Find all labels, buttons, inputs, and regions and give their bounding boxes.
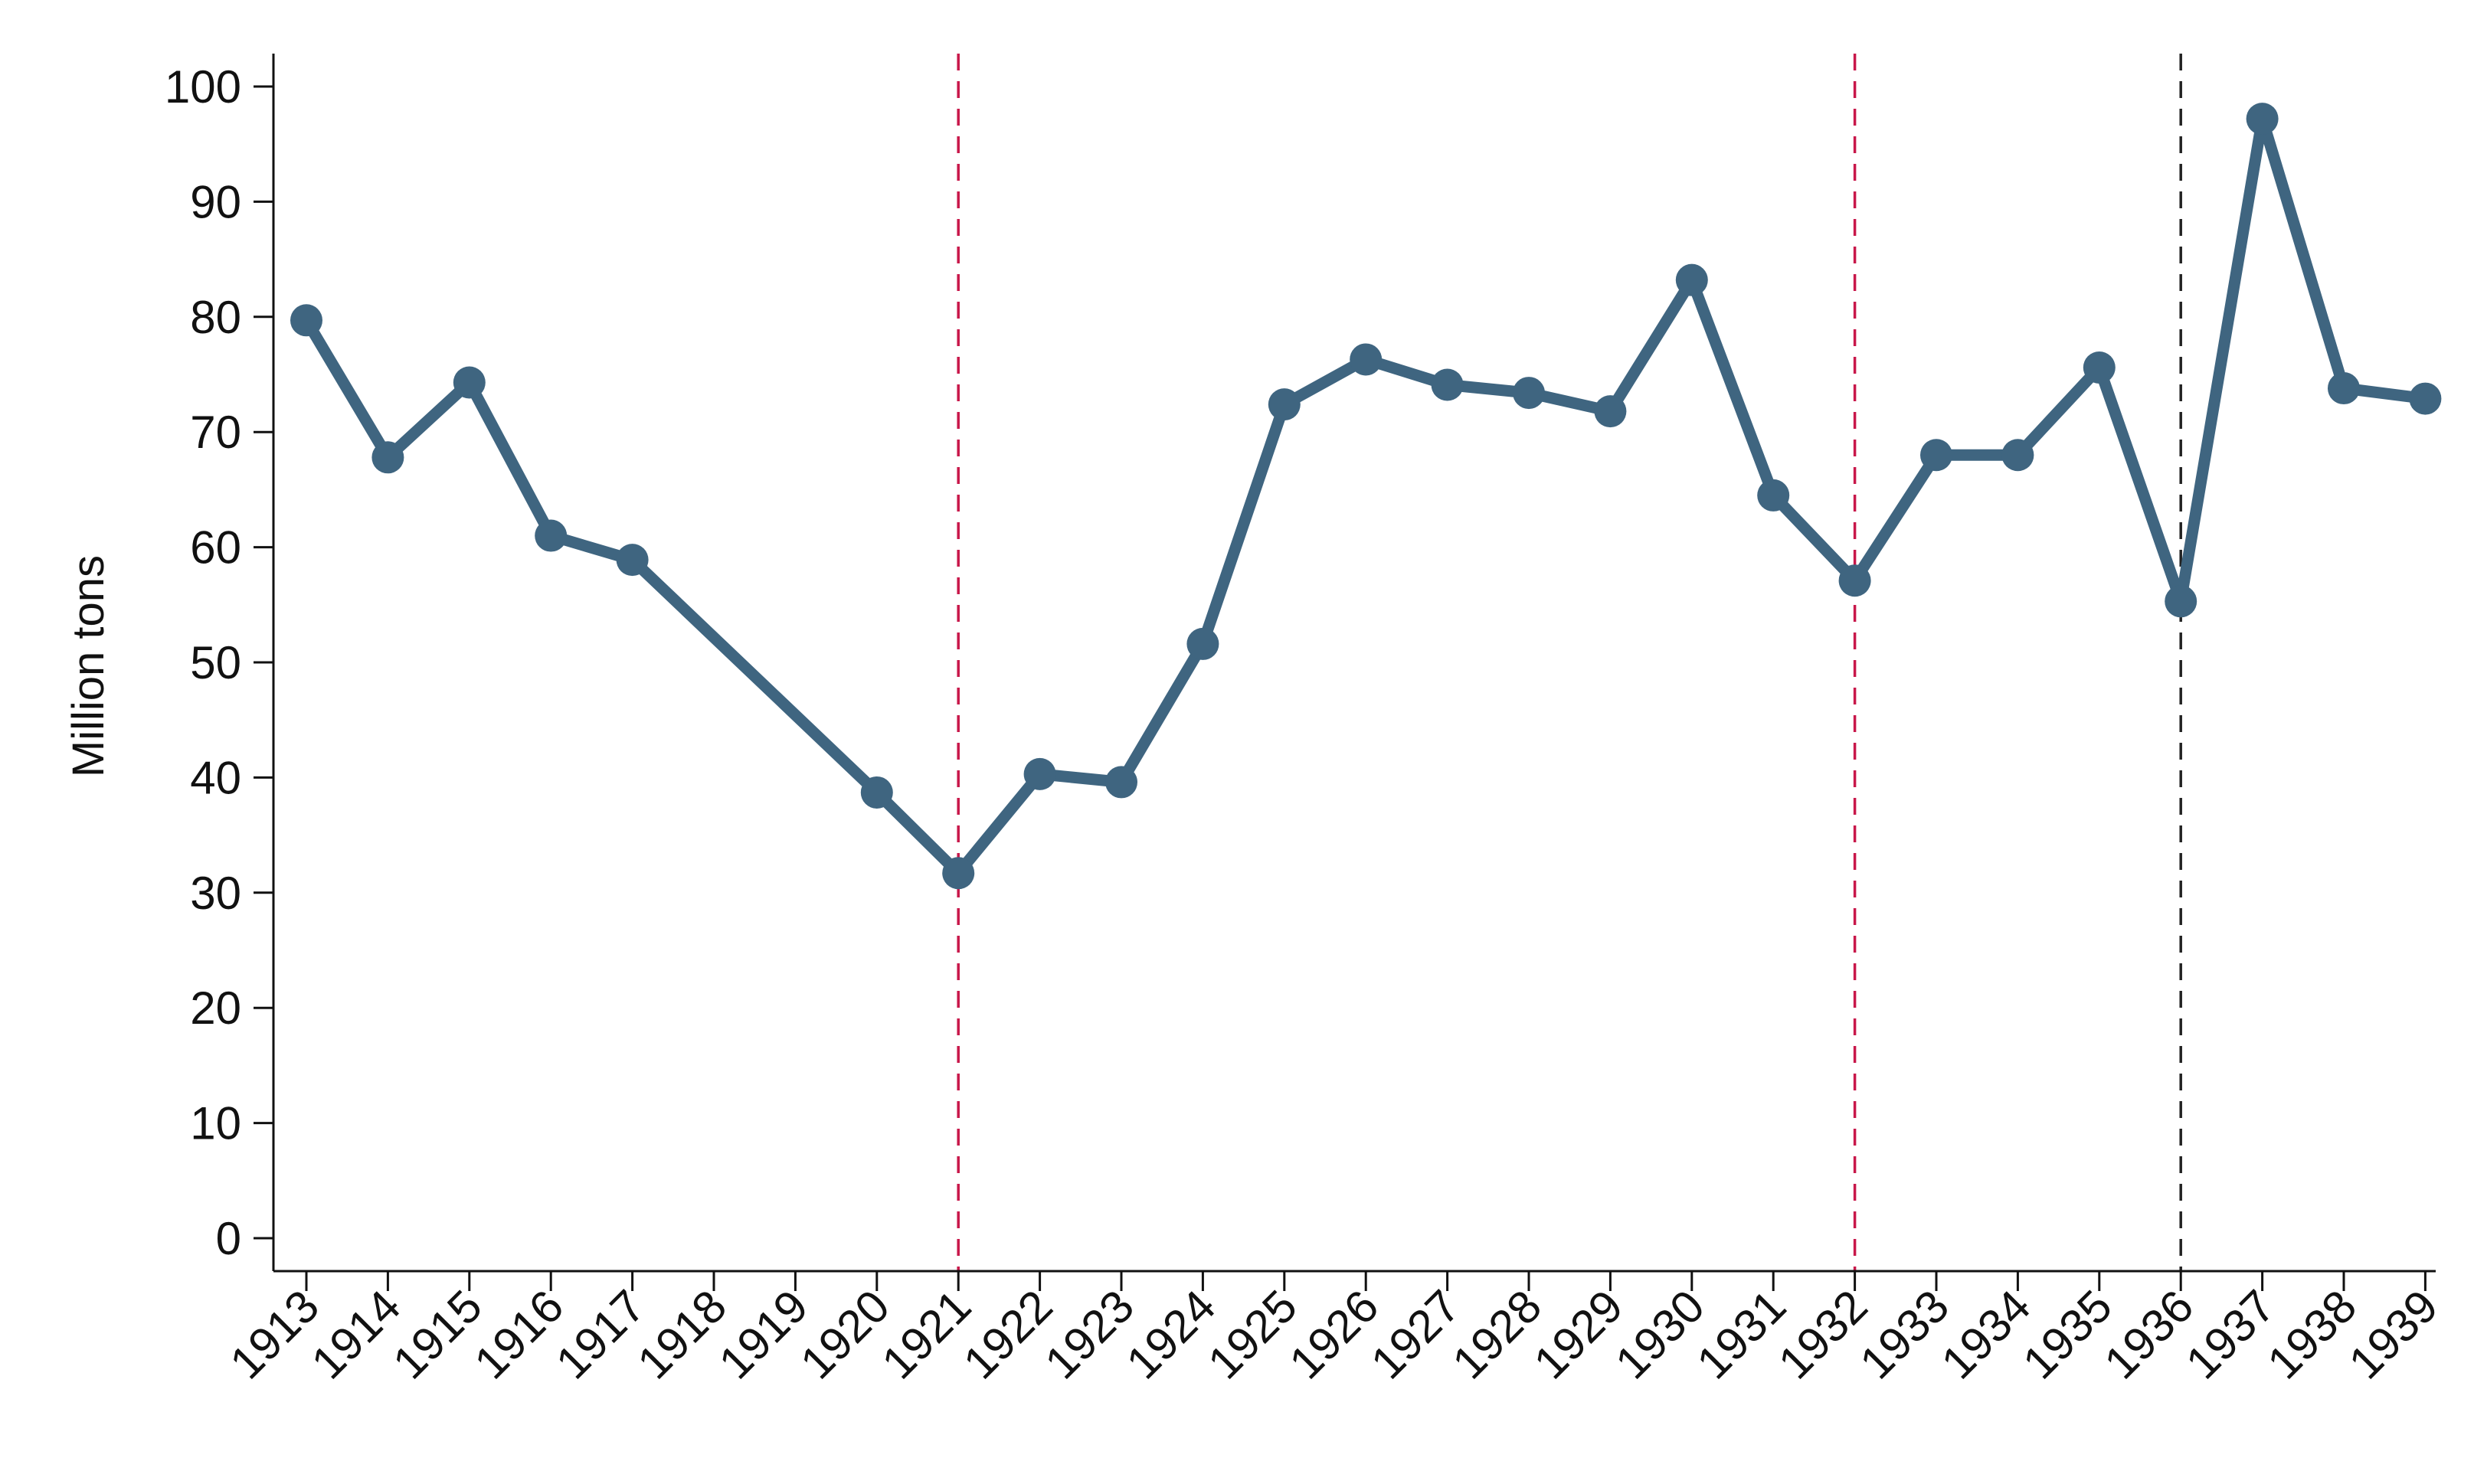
x-tick-label: 1933 (1850, 1280, 1959, 1389)
data-point-1933 (1920, 439, 1952, 472)
series (290, 103, 2442, 890)
x-tick-label: 1922 (954, 1280, 1062, 1389)
x-tick-label: 1921 (872, 1280, 981, 1389)
x-tick-label: 1927 (1361, 1280, 1470, 1389)
data-point-1935 (2083, 351, 2116, 384)
x-tick-label: 1932 (1769, 1280, 1877, 1389)
data-point-1924 (1186, 627, 1219, 660)
x-tick-label: 1917 (546, 1280, 655, 1389)
data-point-1926 (1350, 343, 1383, 376)
y-tick-label: 40 (190, 752, 241, 803)
x-tick-label: 1935 (2013, 1280, 2122, 1389)
x-tick-label: 1929 (1524, 1280, 1633, 1389)
y-axis-label: Million tons (64, 555, 113, 777)
x-tick-label: 1934 (1932, 1280, 2040, 1389)
data-point-1917 (616, 544, 649, 577)
y-tick-label: 70 (190, 407, 241, 458)
data-point-1938 (2328, 372, 2360, 405)
y-tick-label: 60 (190, 522, 241, 574)
data-point-1939 (2409, 382, 2442, 415)
y-tick-label: 90 (190, 176, 241, 227)
x-axis-ticks: 1913191419151916191719181919192019211922… (220, 1271, 2448, 1389)
y-tick-label: 20 (190, 982, 241, 1034)
x-tick-label: 1915 (383, 1280, 492, 1389)
data-point-1922 (1023, 757, 1056, 790)
x-tick-label: 1939 (2339, 1280, 2448, 1389)
data-point-1934 (2001, 439, 2034, 472)
x-tick-label: 1928 (1442, 1280, 1551, 1389)
x-tick-label: 1920 (790, 1280, 899, 1389)
x-tick-label: 1914 (302, 1280, 411, 1389)
axes (272, 54, 2436, 1273)
y-tick-label: 80 (190, 292, 241, 343)
reference-lines (957, 54, 2182, 1271)
y-tick-label: 0 (216, 1213, 241, 1264)
data-point-1932 (1838, 564, 1871, 597)
y-tick-label: 30 (190, 868, 241, 919)
data-point-1937 (2246, 103, 2279, 136)
data-point-1914 (371, 441, 404, 474)
data-point-1927 (1431, 368, 1464, 401)
data-point-1920 (860, 776, 893, 809)
data-point-1921 (942, 857, 975, 890)
x-tick-label: 1936 (2095, 1280, 2204, 1389)
x-tick-label: 1916 (465, 1280, 574, 1389)
y-axis-ticks: 0 10 20 30 40 50 60 70 80 90 100 (165, 61, 273, 1264)
data-point-1931 (1757, 479, 1790, 512)
x-tick-label: 1938 (2257, 1280, 2366, 1389)
y-tick-label: 50 (190, 637, 241, 688)
x-tick-label: 1930 (1605, 1280, 1714, 1389)
data-point-1929 (1594, 395, 1627, 428)
x-tick-label: 1923 (1035, 1280, 1144, 1389)
data-point-1930 (1675, 263, 1708, 296)
y-tick-label: 10 (190, 1098, 241, 1149)
x-tick-label: 1918 (627, 1280, 736, 1389)
x-tick-label: 1926 (1280, 1280, 1389, 1389)
x-tick-label: 1913 (220, 1280, 329, 1389)
data-point-1936 (2165, 585, 2197, 618)
data-point-1925 (1268, 388, 1301, 421)
x-tick-label: 1925 (1198, 1280, 1307, 1389)
x-tick-label: 1919 (709, 1280, 818, 1389)
data-point-1913 (290, 304, 322, 337)
y-tick-label: 100 (165, 61, 241, 113)
x-tick-label: 1924 (1117, 1280, 1226, 1389)
x-tick-label: 1937 (2176, 1280, 2285, 1389)
x-tick-label: 1931 (1687, 1280, 1796, 1389)
data-point-1928 (1513, 377, 1545, 410)
series-line (300, 113, 2431, 879)
data-point-1916 (535, 519, 568, 552)
data-point-1923 (1105, 766, 1137, 799)
data-point-1915 (453, 366, 486, 399)
